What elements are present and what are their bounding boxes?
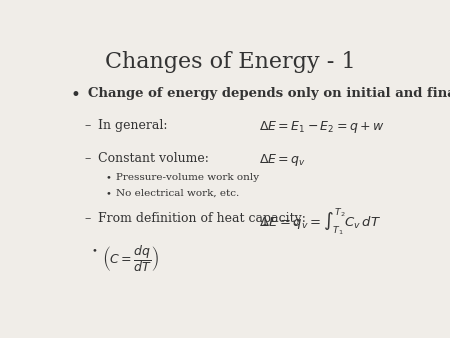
Text: •: •	[70, 88, 80, 104]
Text: $\Delta E = q_v$: $\Delta E = q_v$	[258, 152, 306, 168]
Text: Changes of Energy - 1: Changes of Energy - 1	[105, 51, 356, 73]
Text: Pressure-volume work only: Pressure-volume work only	[116, 173, 259, 182]
Text: Constant volume:: Constant volume:	[98, 152, 209, 166]
Text: –: –	[84, 119, 90, 131]
Text: From definition of heat capacity:: From definition of heat capacity:	[98, 212, 306, 225]
Text: –: –	[84, 212, 90, 225]
Text: –: –	[84, 152, 90, 166]
Text: •: •	[105, 189, 111, 198]
Text: In general:: In general:	[98, 119, 167, 131]
Text: No electrical work, etc.: No electrical work, etc.	[116, 189, 239, 198]
Text: Change of energy depends only on initial and final states: Change of energy depends only on initial…	[88, 88, 450, 100]
Text: $\Delta E = E_1 - E_2 = q + w$: $\Delta E = E_1 - E_2 = q + w$	[258, 119, 384, 135]
Text: $\left(C = \dfrac{dq}{dT}\right)$: $\left(C = \dfrac{dq}{dT}\right)$	[102, 244, 158, 274]
Text: $\Delta E = q_v = \int_{T_1}^{T_2} C_v\,dT$: $\Delta E = q_v = \int_{T_1}^{T_2} C_v\,…	[258, 207, 381, 238]
Text: •: •	[105, 173, 111, 182]
Text: •: •	[91, 246, 97, 255]
